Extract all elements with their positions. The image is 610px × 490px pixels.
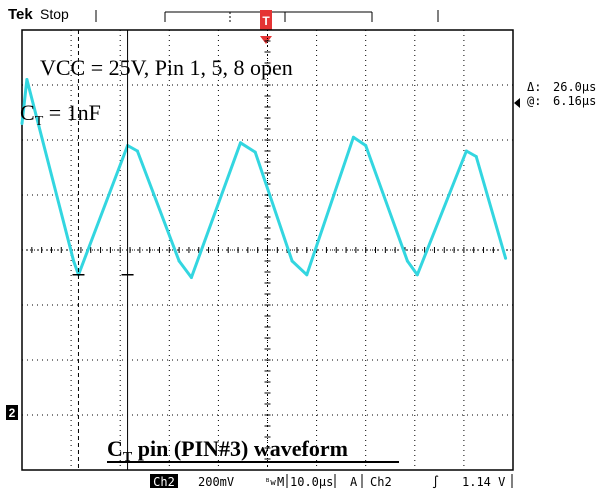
trigger-position-marker[interactable]: T xyxy=(260,10,272,44)
at-label: @: xyxy=(527,94,541,108)
channel-marker-label: 2 xyxy=(9,406,16,420)
conditions-annotation: VCC = 25V, Pin 1, 5, 8 open xyxy=(40,55,293,80)
trigger-arrow-icon xyxy=(260,36,272,44)
channel-badge[interactable]: Ch2 xyxy=(153,475,175,489)
waveform-point xyxy=(464,149,468,153)
waveform-point xyxy=(253,150,257,154)
waveform-point xyxy=(504,256,508,260)
waveform-point xyxy=(415,273,419,277)
waveform-point xyxy=(189,276,193,279)
channel-2-marker[interactable]: 2 xyxy=(6,405,18,420)
trigger-marker-label: T xyxy=(262,14,270,28)
waveform-point xyxy=(364,144,368,147)
channel-badge-bg xyxy=(150,474,178,488)
run-status-label: Stop xyxy=(40,6,69,22)
waveform-point xyxy=(25,78,29,81)
waveform-point xyxy=(239,141,242,145)
cursor-layer xyxy=(72,30,134,470)
status-bar: Ch2 200mV ᴮw M 10.0µs A Ch2 ∫ 1.14 V xyxy=(150,474,513,489)
delta-value: 26.0µs xyxy=(553,80,596,94)
waveform-point xyxy=(474,155,478,158)
brand-label: Tek xyxy=(8,6,33,23)
header-bar: Tek Stop T xyxy=(8,6,439,44)
ct-value-annotation: CT = 1nF xyxy=(20,100,101,129)
delta-label: Δ: xyxy=(527,80,541,94)
volts-per-div[interactable]: 200mV xyxy=(198,475,234,489)
waveform-point xyxy=(135,149,139,153)
waveform-point xyxy=(405,259,409,263)
timebase-prefix: M xyxy=(277,475,284,489)
trigger-slope-icon: ∫ xyxy=(432,475,439,489)
trigger-level[interactable]: 1.14 V xyxy=(462,475,505,489)
bandwidth-limit-icon: ᴮw xyxy=(265,478,276,488)
waveform-caption: CT pin (PIN#3) waveform xyxy=(107,436,348,465)
at-value: 6.16µs xyxy=(553,94,596,108)
time-per-div[interactable]: 10.0µs xyxy=(290,475,333,489)
waveform-point xyxy=(177,259,181,263)
waveform-point xyxy=(305,273,309,277)
cursor-readout: Δ: 26.0µs @: 6.16µs xyxy=(514,80,596,108)
waveform-point xyxy=(351,135,355,139)
waveform-point xyxy=(72,259,76,263)
cursor-pointer-icon xyxy=(514,98,520,108)
waveform-point xyxy=(20,122,24,125)
trigger-source[interactable]: Ch2 xyxy=(370,475,392,489)
graticule xyxy=(21,29,514,471)
trigger-mode[interactable]: A xyxy=(350,475,358,489)
waveform-point xyxy=(290,259,294,263)
